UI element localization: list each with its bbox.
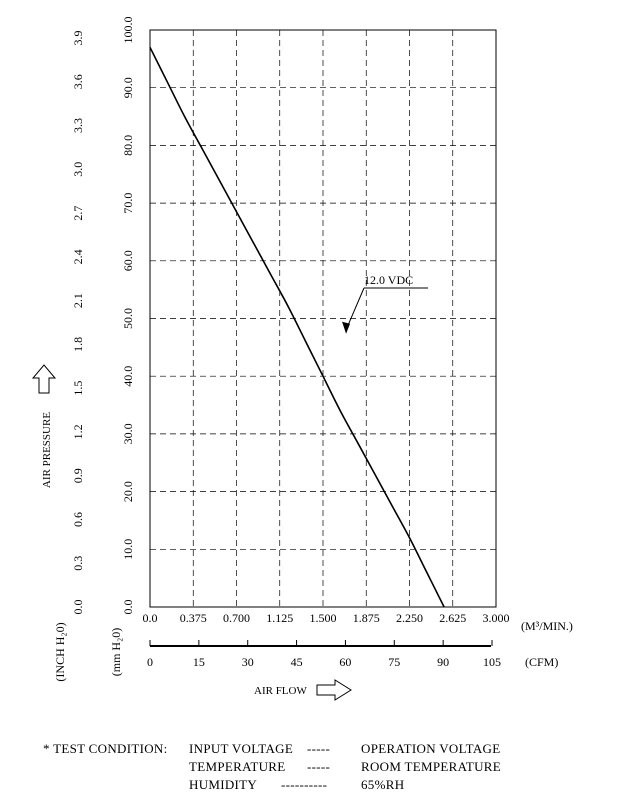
note-leader-humidity: ---------- <box>281 777 328 792</box>
y-tick-label-inch: 0.3 <box>71 556 85 571</box>
cfm-tick-label: 75 <box>388 655 400 669</box>
x-tick-label-m3: 2.250 <box>396 611 423 625</box>
series-line-0 <box>149 46 445 608</box>
cfm-tick-label: 90 <box>437 655 449 669</box>
cfm-tick-label: 45 <box>291 655 303 669</box>
note-leader-input-voltage: ----- <box>307 741 331 756</box>
x-tick-label-m3: 0.0 <box>143 611 158 625</box>
y-tick-label-mm: 0.0 <box>121 600 135 615</box>
y-tick-label-mm: 90.0 <box>121 77 135 98</box>
annotation-arrowhead-icon <box>342 321 351 334</box>
y-tick-label-mm: 10.0 <box>121 539 135 560</box>
y-tick-label-inch: 0.0 <box>71 600 85 615</box>
y-unit-primary: (mm H₂0) <box>109 628 123 677</box>
y-tick-label-inch: 0.6 <box>71 512 85 527</box>
y-tick-label-mm: 100.0 <box>121 17 135 44</box>
cfm-tick-label: 0 <box>147 655 153 669</box>
test-condition-prefix: * TEST CONDITION: <box>43 741 168 756</box>
y-ticks-mm-h2o: 0.0 10.0 20.0 30.0 40.0 50.0 60.0 70.0 80.0 90.0 1… <box>121 17 135 615</box>
annotation-label: 12.0 VDC <box>364 273 413 287</box>
y-tick-label-inch: 3.6 <box>71 74 85 89</box>
y-tick-label-inch: 2.4 <box>71 249 85 264</box>
right-arrow-icon <box>316 679 352 701</box>
y-tick-label-inch: 1.5 <box>71 381 85 396</box>
y-tick-label-mm: 70.0 <box>121 193 135 214</box>
x-axis-label: AIR FLOW <box>254 685 307 697</box>
note-label-humidity: HUMIDITY <box>189 777 258 792</box>
cfm-tick-label: 105 <box>483 655 501 669</box>
y-axis-label: AIR PRESSURE <box>41 412 53 488</box>
x-ticks-m3-min: 0.0 0.375 0.700 1.125 1.500 1.875 2.250 2.625 3.… <box>143 611 510 625</box>
x-unit-secondary: (CFM) <box>525 655 558 669</box>
cfm-tick-label: 15 <box>193 655 205 669</box>
cfm-tick-label: 30 <box>242 655 254 669</box>
note-value-input-voltage: OPERATION VOLTAGE <box>361 741 501 756</box>
series-group <box>149 46 445 608</box>
x-tick-label-m3: 3.000 <box>483 611 510 625</box>
note-value-temperature: ROOM TEMPERATURE <box>361 759 501 774</box>
grid-lines <box>150 30 496 607</box>
x-unit-primary: (M³/MIN.) <box>521 619 573 633</box>
y-unit-secondary: (INCH H₂0) <box>53 622 67 681</box>
y-ticks-inch-h2o: 0.0 0.3 0.6 0.9 1.2 1.5 1.8 2.1 2.4 2.7 3.0 3.3 3.6 3… <box>71 31 85 615</box>
y-tick-label-mm: 20.0 <box>121 481 135 502</box>
y-tick-label-mm: 60.0 <box>121 250 135 271</box>
y-tick-label-inch: 0.9 <box>71 468 85 483</box>
x-tick-label-m3: 0.375 <box>180 611 207 625</box>
x-tick-label-m3: 1.500 <box>310 611 337 625</box>
y-tick-label-inch: 2.7 <box>71 206 85 221</box>
y-tick-label-inch: 1.2 <box>71 424 85 439</box>
x-tick-label-m3: 0.700 <box>223 611 250 625</box>
note-leader-temperature: ----- <box>307 759 331 774</box>
plot-frame <box>149 29 497 608</box>
x-tick-label-m3: 2.625 <box>439 611 466 625</box>
annotations: 12.0 VDC <box>342 273 428 334</box>
x-tick-label-m3: 1.125 <box>266 611 293 625</box>
note-value-humidity: 65%RH <box>361 777 405 792</box>
y-tick-label-mm: 80.0 <box>121 135 135 156</box>
y-tick-label-inch: 3.0 <box>71 162 85 177</box>
x-tick-label-m3: 1.875 <box>353 611 380 625</box>
y-tick-label-inch: 1.8 <box>71 337 85 352</box>
cfm-axis: 0 15 30 45 60 75 90 105 <box>147 640 501 669</box>
note-label-input-voltage: INPUT VOLTAGE <box>189 741 294 756</box>
y-tick-label-mm: 30.0 <box>121 423 135 444</box>
cfm-tick-label: 60 <box>339 655 351 669</box>
y-tick-label-inch: 2.1 <box>71 293 85 308</box>
y-tick-label-inch: 3.3 <box>71 118 85 133</box>
up-arrow-icon <box>31 364 57 394</box>
note-label-temperature: TEMPERATURE <box>189 759 286 774</box>
y-tick-label-mm: 50.0 <box>121 308 135 329</box>
annotation-leader <box>345 287 365 331</box>
y-tick-label-inch: 3.9 <box>71 31 85 46</box>
y-tick-label-mm: 40.0 <box>121 366 135 387</box>
